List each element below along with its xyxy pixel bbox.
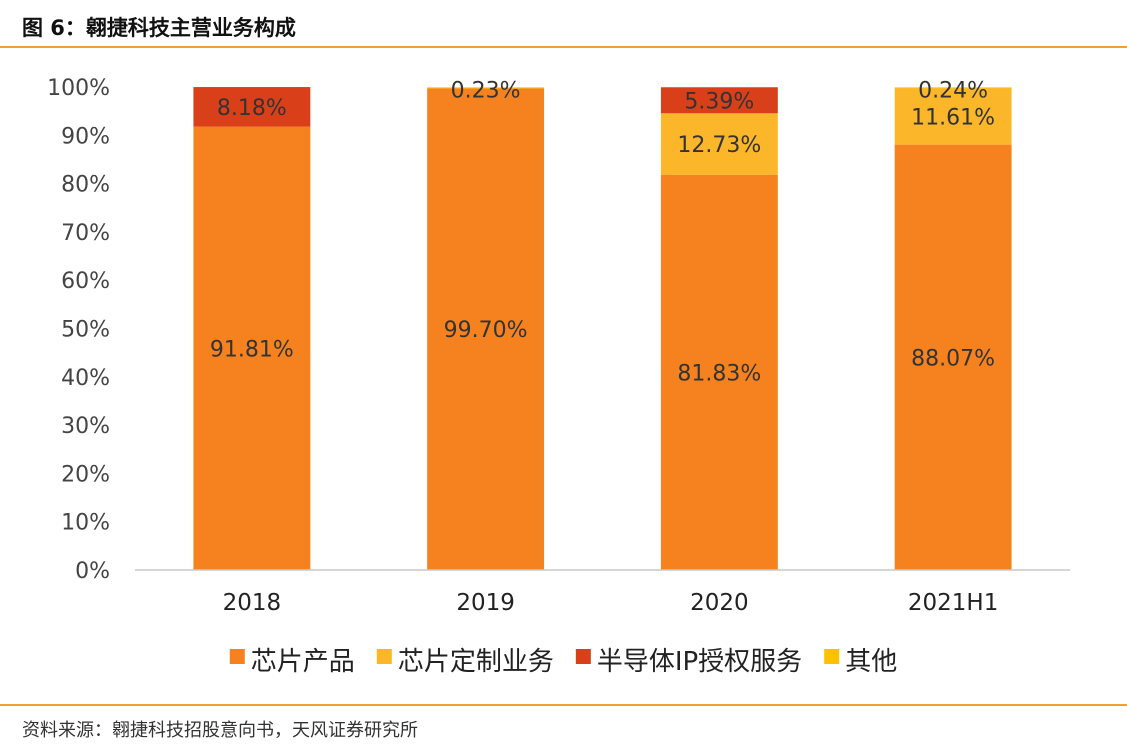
- legend-label: 芯片定制业务: [398, 647, 554, 677]
- legend-item: 芯片产品: [229, 647, 355, 677]
- bar-segment: [894, 88, 1012, 145]
- data-label: 5.39%: [684, 89, 754, 114]
- title-divider: [0, 46, 1127, 48]
- data-label: 88.07%: [911, 346, 995, 371]
- bar-segment: [427, 88, 545, 570]
- legend-item: 其他: [824, 647, 897, 677]
- legend-swatch: [376, 649, 392, 664]
- legend-label: 其他: [845, 647, 897, 677]
- y-tick-label: 90%: [61, 124, 110, 149]
- bar-segment: [193, 87, 311, 127]
- y-tick-label: 10%: [61, 511, 110, 536]
- footer-divider: [0, 704, 1127, 706]
- y-tick-label: 30%: [61, 414, 110, 439]
- y-tick-label: 20%: [61, 462, 110, 487]
- x-tick-label: 2018: [223, 590, 282, 616]
- bar-segment: [894, 144, 1012, 571]
- data-label: 0.24%: [918, 78, 988, 103]
- y-axis: 0% 10% 20% 30% 40% 50% 60% 70% 80% 90% 100%: [47, 76, 110, 584]
- x-axis: 2018 2019 2020 2021H1: [223, 590, 999, 616]
- bars: 91.81% 8.18% 99.70% 0.23% 81.83% 12.73% 5.39% 8…: [193, 78, 1012, 571]
- legend-swatch: [229, 649, 245, 664]
- bar-segment: [193, 126, 311, 570]
- figure-title: 图 6：翱捷科技主营业务构成: [22, 16, 296, 40]
- y-tick-label: 80%: [61, 173, 110, 198]
- bar-segment: [660, 113, 778, 175]
- legend: 芯片产品 芯片定制业务 半导体IP授权服务 其他: [229, 647, 897, 677]
- y-tick-label: 70%: [61, 221, 110, 246]
- data-label: 99.70%: [444, 318, 528, 343]
- legend-label: 半导体IP授权服务: [597, 647, 802, 677]
- x-tick-label: 2020: [690, 590, 749, 616]
- data-label: 91.81%: [210, 337, 294, 362]
- bar-segment: [894, 87, 1012, 89]
- bar-segment: [660, 87, 778, 114]
- stacked-bar-chart: 0% 10% 20% 30% 40% 50% 60% 70% 80% 90% 100% 91.81%…: [47, 76, 1070, 677]
- data-label: 8.18%: [217, 96, 287, 121]
- legend-item: 芯片定制业务: [376, 647, 554, 677]
- data-label: 81.83%: [677, 361, 761, 386]
- x-tick-label: 2021H1: [908, 590, 998, 616]
- data-label: 12.73%: [677, 133, 761, 158]
- y-tick-label: 100%: [47, 76, 110, 101]
- source-note: 资料来源：翱捷科技招股意向书，天风证券研究所: [22, 720, 418, 741]
- bar-segment: [427, 87, 545, 89]
- legend-label: 芯片产品: [251, 647, 355, 677]
- x-tick-label: 2019: [456, 590, 515, 616]
- data-label: 11.61%: [911, 106, 995, 131]
- y-tick-label: 50%: [61, 318, 110, 343]
- bar-segment: [660, 174, 778, 570]
- legend-swatch: [824, 649, 840, 664]
- y-tick-label: 40%: [61, 366, 110, 391]
- y-tick-label: 0%: [75, 559, 110, 584]
- legend-swatch: [575, 649, 591, 664]
- legend-item: 半导体IP授权服务: [575, 647, 802, 677]
- y-tick-label: 60%: [61, 269, 110, 294]
- data-label: 0.23%: [451, 78, 521, 103]
